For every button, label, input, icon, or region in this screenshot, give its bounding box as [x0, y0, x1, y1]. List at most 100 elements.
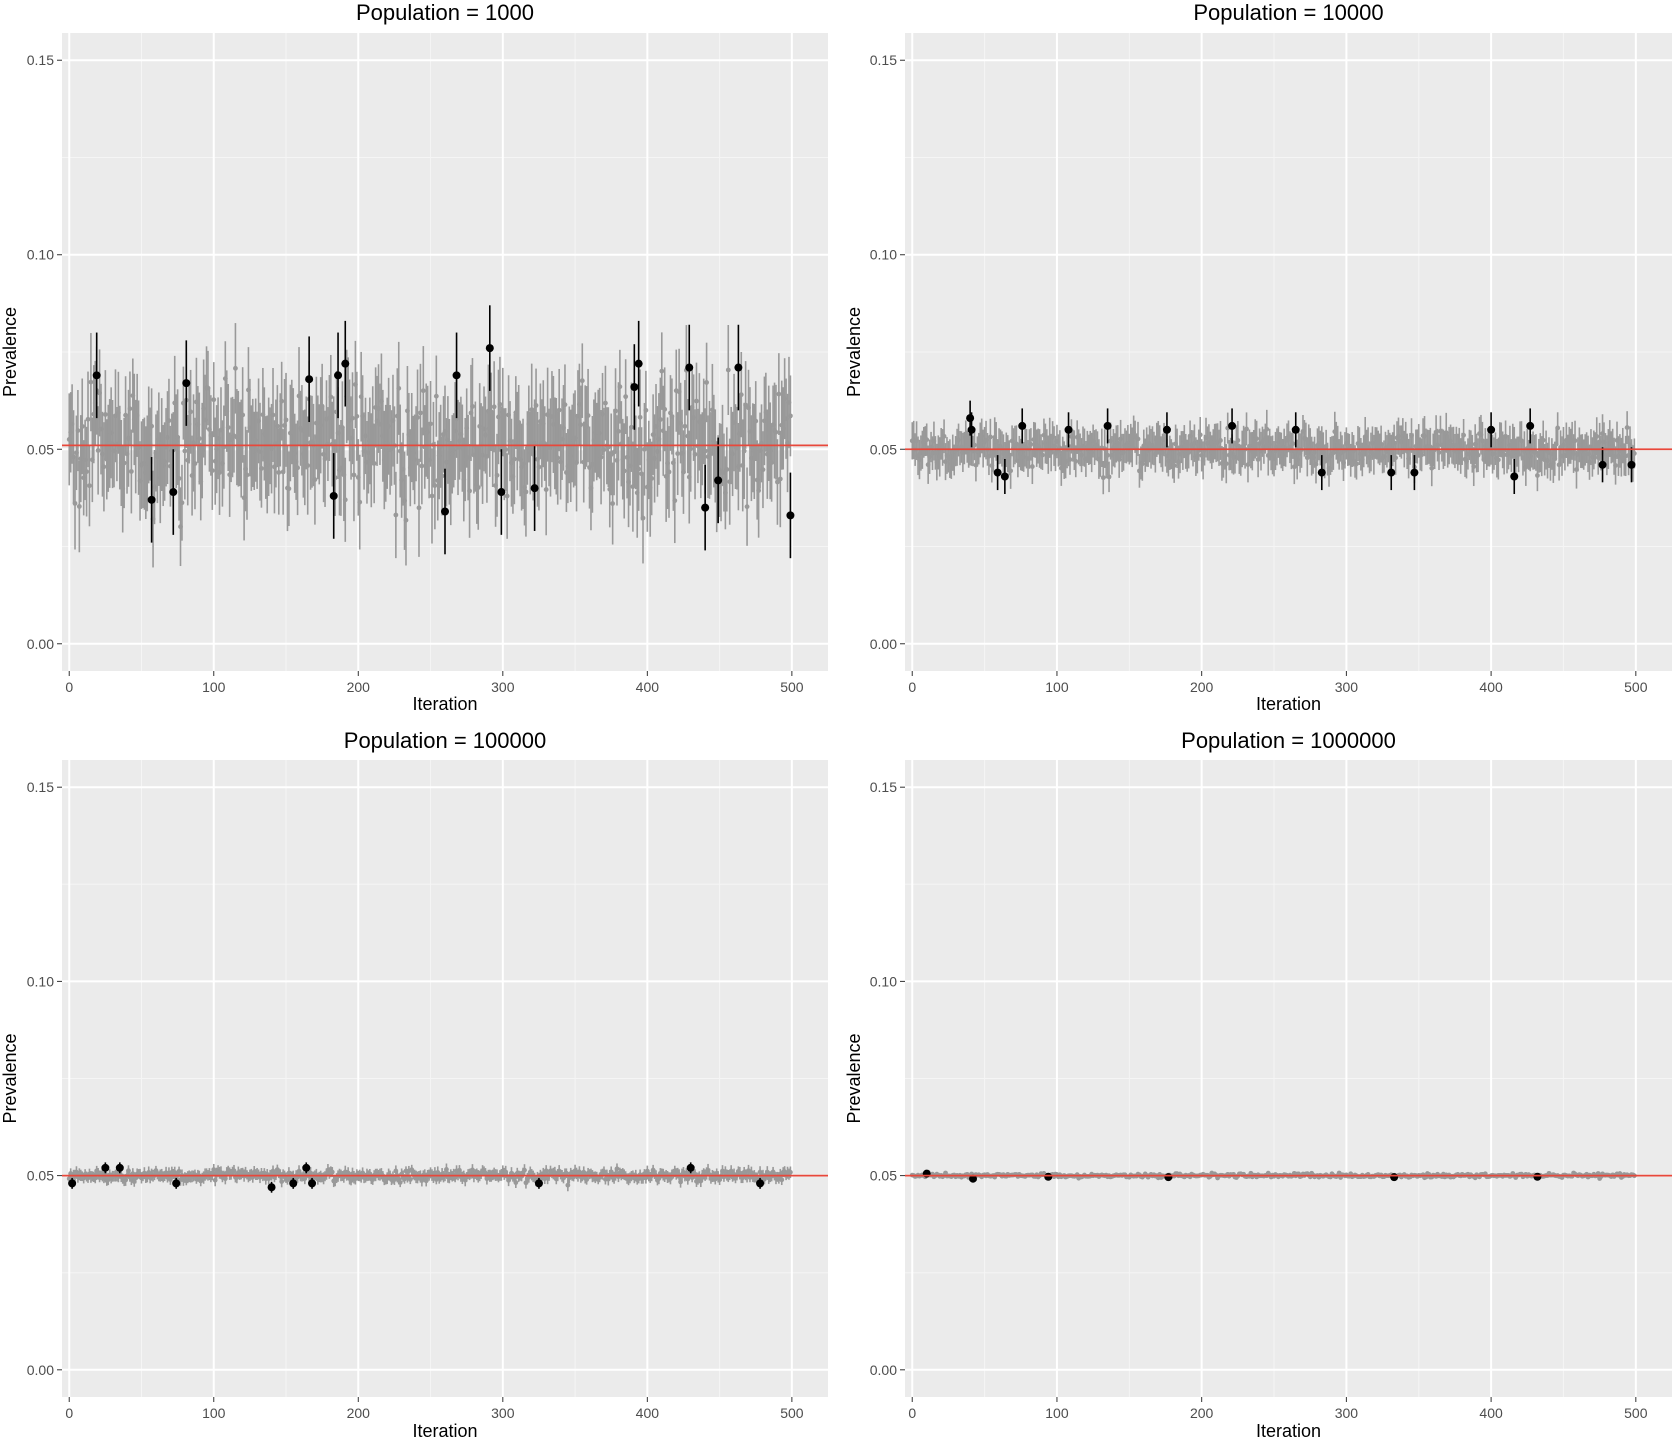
outlier-point [1387, 468, 1396, 477]
outlier-point [441, 507, 449, 516]
ci-point [688, 446, 694, 452]
ci-point [88, 379, 94, 385]
ci-point [601, 1169, 607, 1174]
y-axis-title: Prevalence [844, 1033, 864, 1123]
ci-point [579, 378, 585, 384]
outlier-point [1103, 421, 1112, 430]
ci-point [209, 468, 215, 473]
ci-point [1304, 455, 1310, 461]
ci-point [439, 473, 445, 479]
ci-point [972, 442, 977, 448]
outlier-point [1487, 425, 1496, 434]
ci-point [179, 500, 185, 506]
ci-point [1244, 426, 1249, 432]
ci-point [1471, 464, 1477, 469]
y-tick-label: 0.05 [27, 1168, 54, 1184]
x-tick-label: 500 [1624, 679, 1648, 695]
ci-point [419, 463, 425, 469]
x-tick-label: 200 [347, 679, 371, 695]
ci-point [637, 414, 643, 420]
ci-point [308, 1170, 313, 1176]
outlier-point [182, 379, 191, 388]
ci-point [682, 423, 688, 429]
outlier-point [1164, 1173, 1173, 1182]
ci-point [428, 421, 433, 427]
ci-point [470, 403, 475, 409]
ci-point [491, 404, 497, 410]
ci-point [72, 500, 78, 506]
ci-point [279, 1179, 285, 1184]
ci-point [756, 488, 762, 493]
outlier-point [452, 371, 461, 380]
x-tick-label: 500 [1624, 1405, 1648, 1421]
outlier-series [68, 1162, 765, 1193]
ci-point [87, 483, 92, 489]
panel-title: Population = 10000 [1193, 0, 1383, 25]
ci-point [342, 497, 348, 503]
ci-point [1135, 436, 1141, 442]
ci-point [614, 1166, 620, 1172]
ci-point [1461, 432, 1467, 438]
outlier-point [101, 1163, 110, 1172]
ci-point [233, 365, 238, 371]
outlier-point [686, 1163, 695, 1172]
outlier-point [1044, 1172, 1053, 1181]
ci-point [617, 384, 623, 390]
ci-point [657, 417, 663, 422]
ci-point [312, 477, 318, 482]
y-tick-label: 0.15 [870, 779, 897, 795]
ci-point [675, 451, 681, 456]
outlier-point [92, 371, 101, 380]
ci-point [672, 498, 678, 504]
outlier-point [341, 359, 350, 368]
outlier-series [92, 305, 795, 559]
ci-point [1235, 437, 1241, 443]
ci-point [497, 401, 503, 407]
ci-point [543, 1168, 549, 1174]
ci-point [354, 413, 360, 419]
ci-point [504, 493, 510, 499]
ci-point [92, 1175, 98, 1181]
y-axis-title: Prevalence [0, 307, 20, 397]
ci-point [649, 476, 655, 481]
y-axis-title: Prevalence [844, 307, 864, 397]
outlier-point [993, 468, 1002, 477]
ci-point [692, 451, 698, 457]
ci-point [986, 453, 992, 459]
outlier-point [1627, 460, 1636, 469]
ci-point [598, 454, 604, 460]
outlier-point [485, 344, 494, 353]
ci-point [102, 412, 108, 417]
chart-panel-3: 0 100 200 300 400 500 0.00 0.05 0.10 0.15 Populati… [0, 728, 828, 1441]
ci-point [776, 391, 782, 397]
ci-point [1540, 437, 1546, 443]
x-tick-label: 300 [491, 679, 515, 695]
ci-point [420, 388, 426, 394]
ci-point [1436, 450, 1442, 455]
ci-point [788, 413, 793, 419]
outlier-point [1018, 421, 1027, 430]
ci-point [75, 428, 81, 433]
ci-point [329, 1169, 335, 1175]
ci-point [371, 461, 377, 466]
ci-point [725, 367, 731, 373]
ci-point [286, 486, 292, 492]
x-tick-label: 0 [65, 1405, 73, 1421]
outlier-series [966, 400, 1636, 494]
ci-point [295, 465, 300, 471]
ci-point [279, 398, 285, 404]
ci-point [397, 1180, 403, 1185]
outlier-point [634, 359, 643, 368]
ci-point [1008, 468, 1014, 474]
ci-point [231, 1168, 237, 1174]
outlier-point [68, 1179, 77, 1188]
ci-point [1029, 464, 1035, 469]
ci-point [276, 470, 282, 475]
outlier-point [756, 1179, 765, 1188]
ci-point [585, 413, 591, 418]
ci-point [1429, 465, 1435, 471]
ci-point [543, 487, 549, 492]
ci-point [1218, 438, 1223, 443]
ci-point [924, 437, 930, 443]
